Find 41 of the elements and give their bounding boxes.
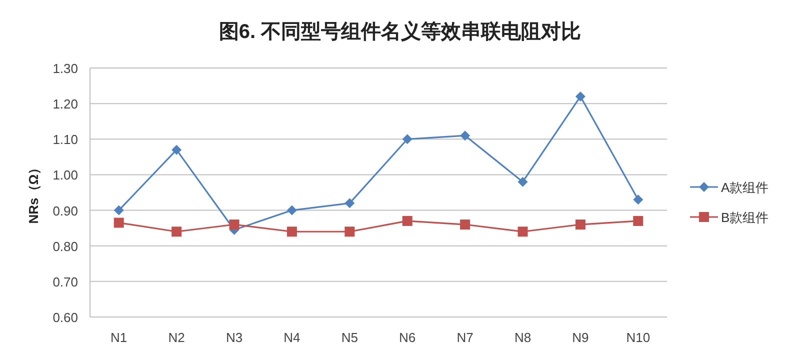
point — [114, 205, 124, 216]
ytick: 0.90 — [52, 203, 78, 218]
xtick: N1 — [110, 330, 128, 345]
xtick: N3 — [226, 330, 243, 345]
point — [518, 226, 528, 237]
ytick: 1.20 — [52, 96, 78, 112]
xtick: N9 — [572, 330, 589, 345]
point — [229, 220, 240, 230]
point — [518, 176, 528, 187]
point — [460, 220, 470, 230]
xtick: N8 — [514, 330, 532, 345]
ytick: 0.80 — [52, 238, 78, 254]
legend-label: B款组件 — [721, 210, 769, 225]
ylabel: NRs（Ω） — [26, 161, 41, 224]
point — [575, 91, 586, 102]
point — [172, 226, 182, 237]
xtick: N7 — [456, 330, 474, 345]
title: 图6. 不同型号组件名义等效串联电阻对比 — [218, 21, 582, 43]
xtick: N6 — [399, 330, 416, 345]
ytick: 0.70 — [52, 274, 78, 290]
legend-label: A款组件 — [721, 180, 769, 195]
ytick: 1.00 — [52, 168, 78, 183]
point — [402, 216, 412, 226]
point — [460, 130, 470, 141]
ytick: 1.30 — [52, 61, 78, 76]
point — [344, 226, 355, 237]
point — [172, 144, 182, 155]
point — [633, 216, 644, 226]
xtick: N4 — [284, 330, 300, 345]
ytick: 0.60 — [52, 310, 78, 325]
xtick: N10 — [626, 330, 650, 345]
ytick: 1.10 — [52, 132, 78, 148]
point — [402, 134, 412, 144]
xtick: N5 — [341, 330, 358, 345]
point — [114, 218, 124, 228]
point — [633, 194, 644, 205]
xtick: N2 — [168, 330, 185, 345]
point — [344, 198, 355, 208]
point — [286, 205, 297, 216]
point — [286, 226, 297, 237]
point — [575, 220, 586, 230]
